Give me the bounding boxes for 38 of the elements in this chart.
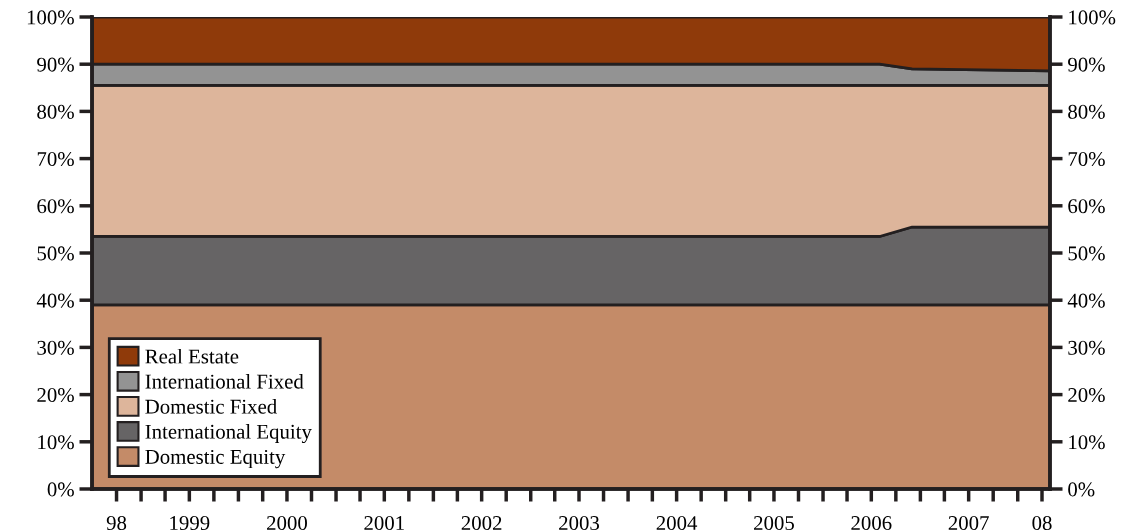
y-tick-label: 100% (27, 10, 74, 25)
x-tick-label: 2006 (851, 515, 892, 531)
x-tick-label: 2000 (267, 515, 307, 531)
y2-tick-label: 30% (1068, 340, 1105, 355)
y-tick-label: 70% (37, 151, 74, 167)
y2-tick-label: 0% (1068, 482, 1095, 497)
x-tick-label: 08 (1032, 515, 1052, 531)
legend-label: Domestic Fixed (145, 399, 277, 414)
x-tick-label: 98 (106, 515, 127, 531)
y-tick-label: 30% (37, 340, 74, 355)
y-tick-label: 60% (37, 199, 74, 214)
x-tick-label: 2001 (364, 515, 404, 531)
legend-label: International Fixed (145, 373, 304, 389)
x-tick-label: 2005 (754, 515, 794, 531)
y-tick-label: 20% (37, 387, 74, 403)
y2-tick-label: 90% (1068, 57, 1105, 72)
y-tick-label: 0% (47, 482, 74, 497)
x-tick-label: 2002 (461, 515, 502, 531)
y2-tick-label: 70% (1068, 151, 1105, 167)
y2-tick-label: 100% (1069, 10, 1116, 25)
y-tick-label: 40% (36, 293, 74, 308)
y-tick-label: 90% (37, 57, 74, 72)
x-tick-label: 2004 (656, 515, 698, 531)
x-tick-label: 2003 (559, 515, 600, 531)
legend-label: Domestic Equity (145, 449, 286, 469)
y2-tick-label: 50% (1068, 246, 1105, 261)
y-tick-label: 80% (37, 104, 74, 119)
x-tick-label: 2007 (948, 515, 989, 531)
y2-tick-label: 80% (1068, 104, 1105, 119)
legend-label: International Equity (145, 424, 312, 444)
y2-tick-label: 10% (1069, 435, 1105, 450)
y2-tick-label: 40% (1067, 293, 1105, 308)
legend-label: Real Estate (145, 348, 239, 364)
y2-tick-label: 20% (1068, 387, 1105, 403)
x-tick-label: 1999 (170, 516, 210, 531)
y-tick-label: 10% (38, 435, 74, 450)
y2-tick-label: 60% (1068, 199, 1105, 214)
y-tick-label: 50% (37, 246, 74, 261)
